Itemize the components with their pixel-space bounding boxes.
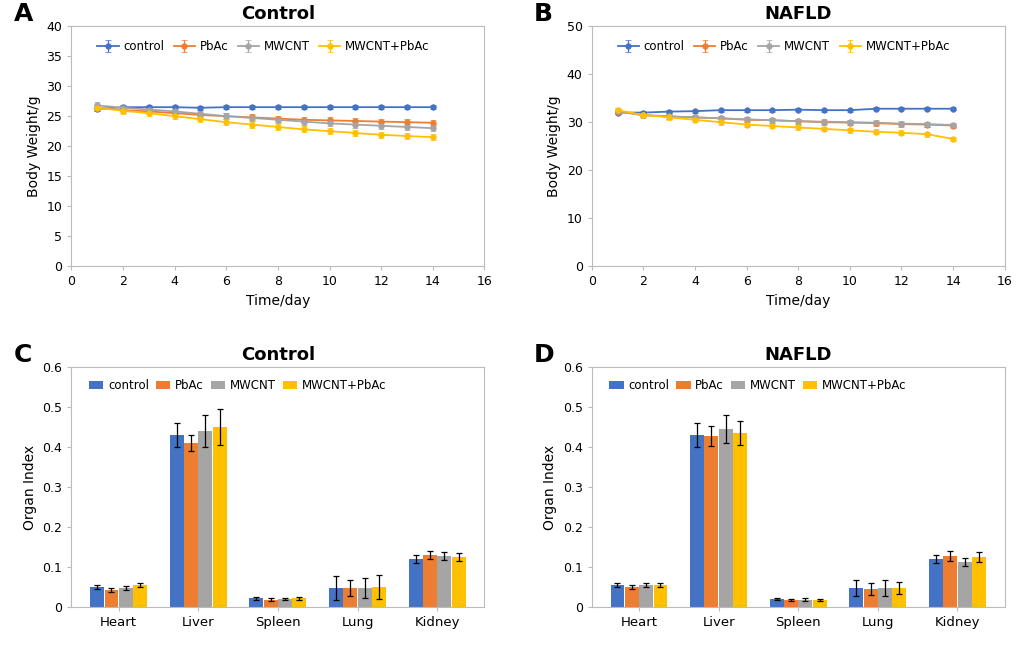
Bar xyxy=(812,600,825,607)
Bar xyxy=(264,599,277,607)
Bar xyxy=(625,587,638,607)
X-axis label: Time/day: Time/day xyxy=(765,294,829,308)
Y-axis label: Body Weight/g: Body Weight/g xyxy=(546,95,560,197)
Bar xyxy=(784,600,797,607)
Bar xyxy=(863,589,876,607)
Bar xyxy=(358,588,371,607)
Bar xyxy=(971,557,985,607)
Text: D: D xyxy=(533,343,554,367)
X-axis label: Time/day: Time/day xyxy=(246,294,310,308)
Bar xyxy=(199,431,212,607)
Bar xyxy=(423,555,436,607)
Bar xyxy=(451,557,465,607)
Bar xyxy=(184,443,198,607)
Bar xyxy=(690,435,703,607)
Title: NAFLD: NAFLD xyxy=(763,346,832,364)
Y-axis label: Organ Index: Organ Index xyxy=(22,445,37,530)
Bar xyxy=(119,588,132,607)
Text: B: B xyxy=(533,2,552,26)
Bar xyxy=(718,429,732,607)
Y-axis label: Organ Index: Organ Index xyxy=(543,445,556,530)
Title: Control: Control xyxy=(240,5,315,23)
Bar xyxy=(250,599,263,607)
Bar xyxy=(733,433,746,607)
Bar xyxy=(769,599,783,607)
Bar xyxy=(610,585,624,607)
Text: A: A xyxy=(13,2,33,26)
Text: C: C xyxy=(13,343,32,367)
Legend: control, PbAc, MWCNT, MWCNT+PbAc: control, PbAc, MWCNT, MWCNT+PbAc xyxy=(613,37,953,57)
Bar xyxy=(653,585,666,607)
Bar xyxy=(343,588,357,607)
Bar xyxy=(849,588,862,607)
Bar xyxy=(409,559,422,607)
Bar xyxy=(213,427,226,607)
Bar xyxy=(943,556,956,607)
Bar xyxy=(437,556,450,607)
Bar xyxy=(892,588,906,607)
Bar xyxy=(292,599,306,607)
Bar xyxy=(928,559,942,607)
Bar xyxy=(104,590,118,607)
Bar xyxy=(90,587,104,607)
Bar xyxy=(169,435,183,607)
Bar xyxy=(372,587,385,607)
Legend: control, PbAc, MWCNT, MWCNT+PbAc: control, PbAc, MWCNT, MWCNT+PbAc xyxy=(86,375,389,396)
Legend: control, PbAc, MWCNT, MWCNT+PbAc: control, PbAc, MWCNT, MWCNT+PbAc xyxy=(94,37,433,57)
Bar xyxy=(133,585,147,607)
Bar xyxy=(704,436,717,607)
Bar xyxy=(639,585,652,607)
Bar xyxy=(877,588,891,607)
Bar xyxy=(278,599,291,607)
Title: NAFLD: NAFLD xyxy=(763,5,832,23)
Title: Control: Control xyxy=(240,346,315,364)
Bar xyxy=(957,562,971,607)
Bar xyxy=(329,588,342,607)
Y-axis label: Body Weight/g: Body Weight/g xyxy=(26,95,41,197)
Legend: control, PbAc, MWCNT, MWCNT+PbAc: control, PbAc, MWCNT, MWCNT+PbAc xyxy=(605,375,909,396)
Bar xyxy=(798,599,811,607)
